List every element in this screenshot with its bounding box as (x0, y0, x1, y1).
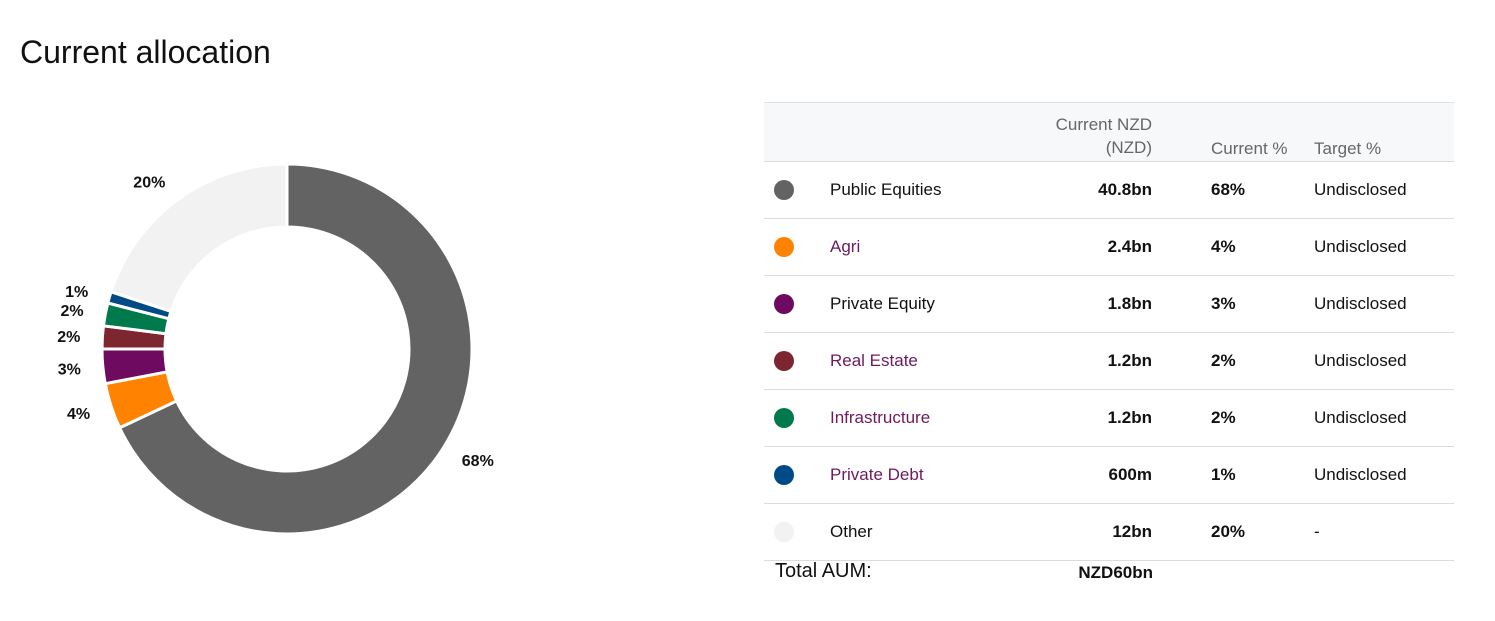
donut-slice-other (109, 162, 289, 314)
row-name-cell: Public Equities (830, 161, 1030, 219)
asset-class-name[interactable]: Private Debt (830, 465, 924, 484)
total-aum-value: NZD60bn (1078, 563, 1153, 582)
table-row: Infrastructure 1.2bn 2% Undisclosed (764, 389, 1454, 447)
row-swatch-cell (764, 389, 830, 447)
row-swatch-cell (764, 332, 830, 390)
row-current-pct: 68% (1152, 161, 1314, 219)
row-target-pct: Undisclosed (1314, 332, 1454, 390)
slice-percent-label: 1% (65, 284, 88, 301)
slice-percent-label: 2% (61, 303, 84, 320)
row-current-pct: 4% (1152, 218, 1314, 276)
table-row: Public Equities 40.8bn 68% Undisclosed (764, 161, 1454, 219)
legend-swatch-icon (774, 294, 794, 315)
row-nzd-value: 600m (1030, 446, 1152, 504)
header-name-cell (830, 102, 1030, 162)
header-swatch-cell (764, 102, 830, 162)
row-swatch-cell (764, 446, 830, 504)
allocation-table: Current NZD (NZD) Current % Target % Pub… (764, 102, 1454, 561)
legend-swatch-icon (774, 522, 794, 543)
row-swatch-cell (764, 218, 830, 276)
row-name-cell: Agri (830, 218, 1030, 276)
row-nzd-value: 40.8bn (1030, 161, 1152, 219)
header-target-pct: Target % (1314, 102, 1454, 162)
legend-swatch-icon (774, 180, 794, 201)
row-nzd-value: 2.4bn (1030, 218, 1152, 276)
table-row: Private Equity 1.8bn 3% Undisclosed (764, 275, 1454, 333)
header-nzd-line1: Current NZD (1055, 115, 1152, 134)
row-current-pct: 1% (1152, 446, 1314, 504)
row-name-cell: Private Debt (830, 446, 1030, 504)
row-swatch-cell (764, 503, 830, 561)
row-target-pct: Undisclosed (1314, 446, 1454, 504)
slice-percent-label: 68% (462, 453, 494, 470)
slice-percent-label: 3% (58, 361, 81, 378)
table-row: Real Estate 1.2bn 2% Undisclosed (764, 332, 1454, 390)
page-title: Current allocation (20, 34, 271, 70)
row-nzd-value: 1.2bn (1030, 332, 1152, 390)
header-current-nzd: Current NZD (NZD) (1030, 102, 1152, 162)
row-name-cell: Private Equity (830, 275, 1030, 333)
asset-class-name: Other (830, 522, 873, 541)
table-row: Agri 2.4bn 4% Undisclosed (764, 218, 1454, 276)
row-nzd-value: 1.8bn (1030, 275, 1152, 333)
slice-percent-label: 20% (133, 175, 165, 192)
row-name-cell: Other (830, 503, 1030, 561)
asset-class-name: Private Equity (830, 294, 935, 313)
total-aum-row: Total AUM: NZD60bn (775, 560, 1155, 588)
row-swatch-cell (764, 161, 830, 219)
row-target-pct: Undisclosed (1314, 389, 1454, 447)
legend-swatch-icon (774, 465, 794, 486)
row-name-cell: Real Estate (830, 332, 1030, 390)
row-current-pct: 3% (1152, 275, 1314, 333)
donut-slice-public-equities (117, 162, 474, 536)
row-current-pct: 20% (1152, 503, 1314, 561)
total-aum-label: Total AUM: (775, 560, 872, 582)
row-target-pct: Undisclosed (1314, 275, 1454, 333)
legend-swatch-icon (774, 237, 794, 258)
header-current-pct: Current % (1152, 102, 1314, 162)
asset-class-name[interactable]: Agri (830, 237, 861, 256)
slice-percent-label: 2% (57, 329, 80, 346)
slice-percent-label: 4% (67, 406, 90, 423)
legend-swatch-icon (774, 351, 794, 372)
legend-swatch-icon (774, 408, 794, 429)
table-row: Private Debt 600m 1% Undisclosed (764, 446, 1454, 504)
row-nzd-value: 12bn (1030, 503, 1152, 561)
row-target-pct: Undisclosed (1314, 161, 1454, 219)
row-target-pct: Undisclosed (1314, 218, 1454, 276)
asset-class-name[interactable]: Infrastructure (830, 408, 931, 427)
allocation-donut-chart: 68% 4% 3% 2% 2% 1% 20% (57, 162, 494, 536)
asset-class-name: Public Equities (830, 180, 942, 199)
asset-class-name[interactable]: Real Estate (830, 351, 918, 370)
row-current-pct: 2% (1152, 332, 1314, 390)
row-target-pct: - (1314, 503, 1454, 561)
row-name-cell: Infrastructure (830, 389, 1030, 447)
row-swatch-cell (764, 275, 830, 333)
row-current-pct: 2% (1152, 389, 1314, 447)
table-header-row: Current NZD (NZD) Current % Target % (764, 102, 1454, 162)
header-nzd-line2: (NZD) (1105, 138, 1152, 157)
row-nzd-value: 1.2bn (1030, 389, 1152, 447)
table-row: Other 12bn 20% - (764, 503, 1454, 561)
